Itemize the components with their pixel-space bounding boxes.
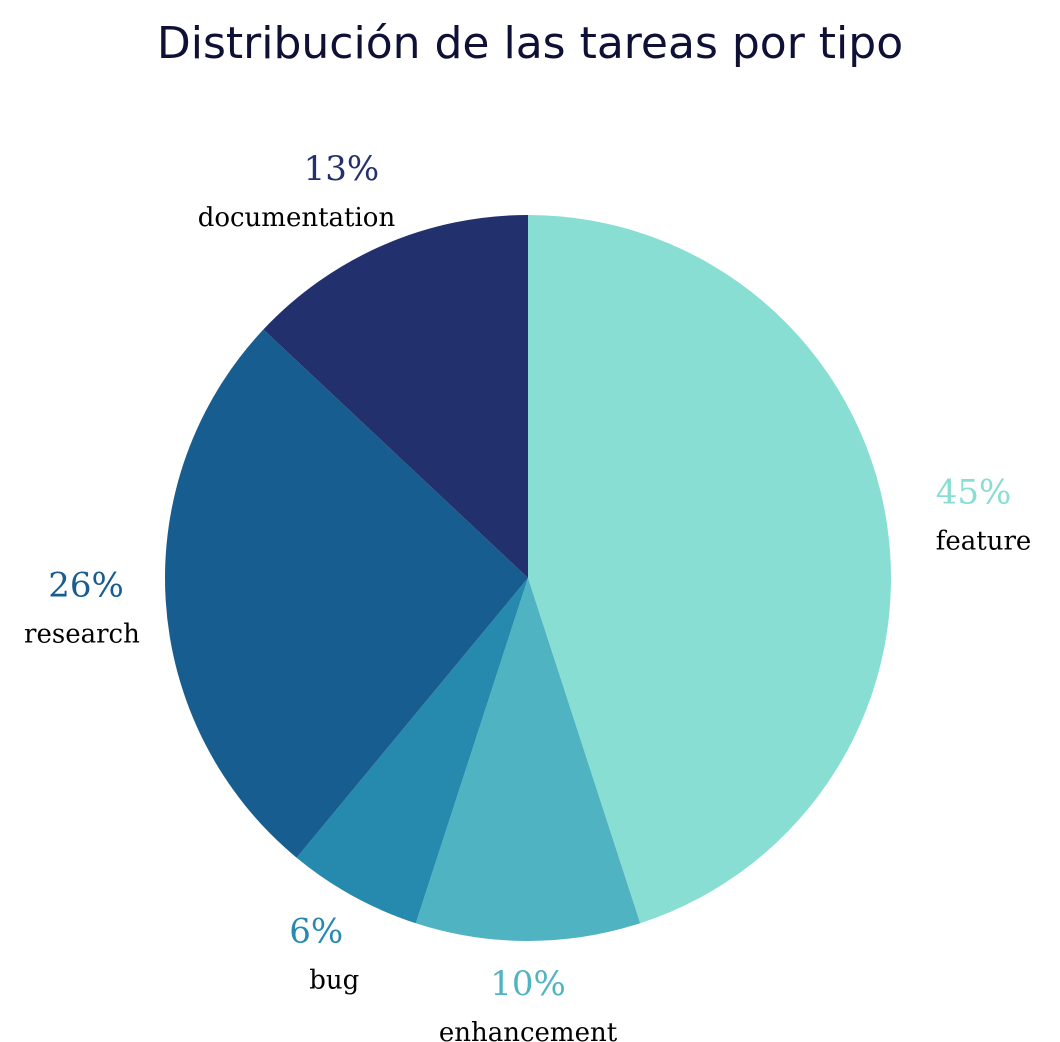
pie-slice-documentation [263, 215, 528, 578]
pie-slice-feature [528, 215, 891, 924]
chart-title: Distribución de las tareas por tipo [157, 18, 903, 69]
pie-slice-bug [296, 578, 528, 924]
slice-pct-label-feature: 45% [936, 473, 1012, 513]
pie-slices [165, 215, 891, 942]
pie-slice-research [165, 329, 528, 858]
slice-category-label-research: research [24, 620, 140, 650]
slice-pct-label-enhancement: 10% [490, 964, 566, 1004]
slice-category-label-bug: bug [309, 965, 359, 995]
slice-category-label-enhancement: enhancement [439, 1018, 618, 1042]
slice-pct-label-documentation: 13% [304, 149, 380, 189]
slice-pct-label-bug: 6% [289, 911, 343, 951]
pie-slice-enhancement [415, 578, 641, 942]
slice-category-label-feature: feature [936, 527, 1032, 557]
slice-pct-label-research: 26% [48, 566, 124, 606]
slice-category-label-documentation: documentation [198, 203, 396, 233]
slice-labels: 45% feature 10% enhancement 6% bug 26% research… [24, 149, 1031, 1042]
